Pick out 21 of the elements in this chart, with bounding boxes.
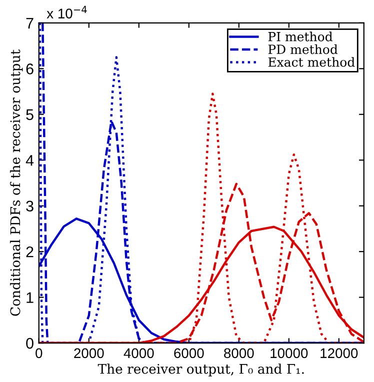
legend-label: Exact method bbox=[268, 57, 355, 67]
y-tick-label: 3 bbox=[26, 200, 34, 212]
legend-label: PI method bbox=[268, 32, 332, 42]
x-tick-label: 8000 bbox=[224, 348, 254, 358]
y-tick-label: 6 bbox=[26, 64, 34, 74]
x-tick-label: 4000 bbox=[124, 348, 154, 358]
y-tick-label: 4 bbox=[26, 155, 34, 166]
x-axis-title: The receiver output, Γ₀ and Γ₁. bbox=[98, 364, 304, 376]
x-tick-label: 2000 bbox=[74, 348, 104, 358]
y-tick-label: 2 bbox=[26, 246, 34, 258]
y-tick-label: 7 bbox=[26, 18, 34, 28]
x-tick-label: 6000 bbox=[174, 348, 204, 358]
y-tick-label: 0 bbox=[26, 338, 34, 349]
text: x 10$^{−4}$ bbox=[46, 6, 87, 18]
x-tick-label: 10000 bbox=[270, 348, 308, 358]
x-tick-label: 0 bbox=[36, 348, 42, 358]
x-tick-label: 12000 bbox=[320, 348, 358, 358]
y-tick-label: 5 bbox=[26, 109, 34, 120]
y-tick-label: 1 bbox=[26, 292, 34, 303]
legend-label: PD method bbox=[268, 44, 338, 54]
y-axis-title: Conditional PDFs of the receiver output bbox=[10, 50, 23, 316]
